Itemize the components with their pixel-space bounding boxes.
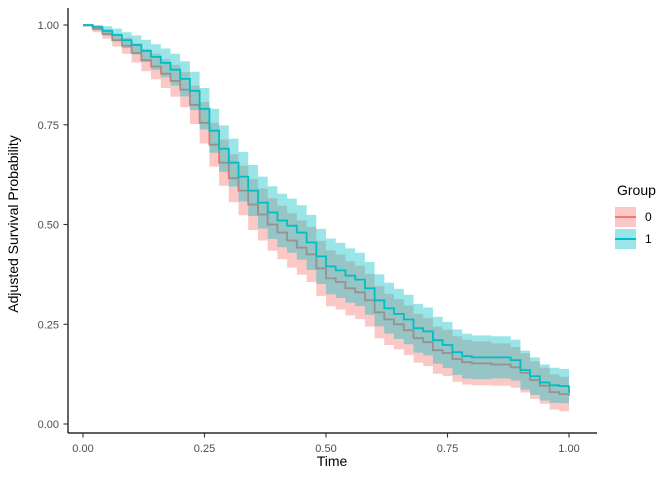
legend-title: Group: [617, 182, 656, 198]
y-tick-label: 0.25: [38, 319, 59, 331]
series-layers: [83, 24, 570, 413]
x-tick-label: 0.00: [72, 443, 93, 455]
legend-item-group-1: 1: [615, 229, 656, 249]
x-tick-label: 0.75: [437, 443, 458, 455]
legend-label-group-1: 1: [645, 232, 652, 246]
legend: Group 0 1: [615, 182, 656, 251]
axis-lines: [67, 8, 597, 434]
y-axis-title: Adjusted Survival Probability: [5, 135, 21, 312]
x-tick-label: 1.00: [558, 443, 579, 455]
y-tick-label: 0.75: [38, 120, 59, 132]
x-tick-label: 0.50: [315, 443, 336, 455]
axis-ticks: [63, 24, 570, 438]
legend-item-group-0: 0: [615, 207, 656, 227]
legend-line-icon-group-0: [615, 216, 636, 218]
confidence-ribbon-group-0: [83, 25, 569, 413]
survival-curve-group-0: [83, 24, 570, 396]
y-tick-label: 0.00: [38, 419, 59, 431]
confidence-ribbon-group-1: [83, 25, 569, 410]
legend-ribbon-swatch-group-1: [615, 229, 636, 249]
axis-tick-labels: 0.00 0.25 0.50 0.75 1.00 0.00 0.25 0.50 0.75 1.00: [38, 20, 580, 455]
y-tick-label: 0.50: [38, 220, 59, 232]
legend-line-icon-group-1: [615, 238, 636, 240]
legend-label-group-0: 0: [645, 210, 652, 224]
x-axis-title: Time: [317, 453, 348, 469]
survival-curve-group-1: [83, 24, 570, 393]
y-tick-label: 1.00: [38, 20, 59, 32]
x-tick-label: 0.25: [194, 443, 215, 455]
legend-ribbon-swatch-group-0: [615, 207, 636, 227]
